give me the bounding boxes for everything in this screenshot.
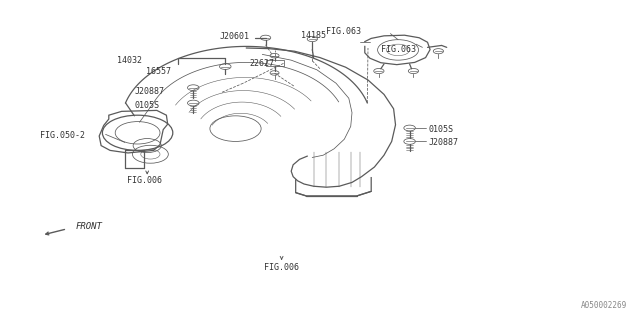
Text: 14185: 14185 (301, 31, 326, 40)
Text: FIG.050-2: FIG.050-2 (40, 132, 85, 140)
Text: FIG.063: FIG.063 (381, 45, 416, 54)
Text: J20887: J20887 (134, 87, 164, 96)
Text: 14032: 14032 (117, 56, 142, 65)
Text: FIG.063: FIG.063 (326, 28, 362, 36)
Text: A050002269: A050002269 (581, 301, 627, 310)
Text: 0105S: 0105S (429, 125, 454, 134)
Text: FIG.006: FIG.006 (264, 263, 299, 272)
Text: J20601: J20601 (220, 32, 250, 41)
Text: 22627: 22627 (250, 60, 275, 68)
Text: J20887: J20887 (429, 138, 459, 147)
Text: 16557: 16557 (146, 68, 171, 76)
Text: FIG.006: FIG.006 (127, 176, 161, 185)
Text: FRONT: FRONT (76, 222, 102, 231)
Text: 0105S: 0105S (134, 101, 159, 110)
